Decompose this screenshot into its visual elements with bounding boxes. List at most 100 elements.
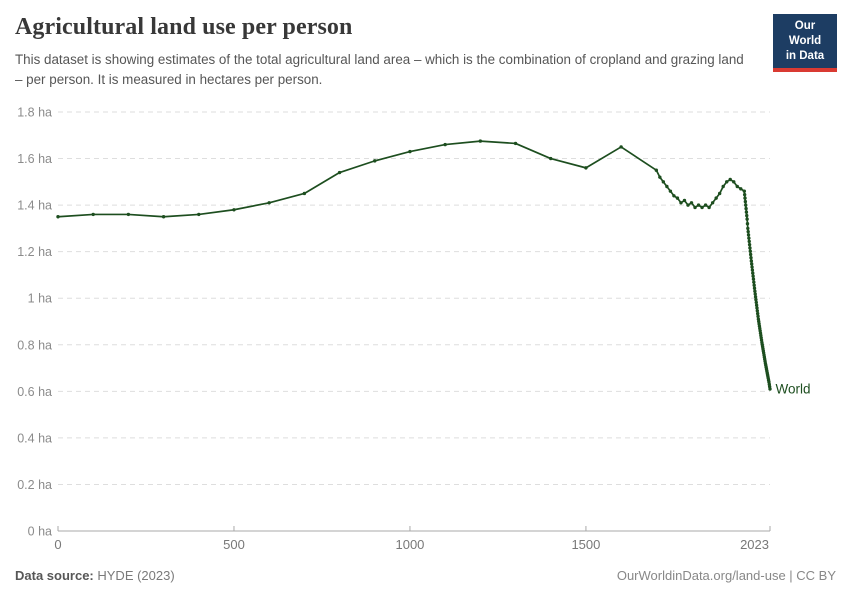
data-point — [665, 184, 669, 189]
series-end-label: World — [776, 382, 811, 397]
data-point — [549, 156, 553, 161]
data-point — [750, 262, 754, 266]
data-point — [661, 180, 666, 184]
data-point — [728, 177, 732, 182]
page-title: Agricultural land use per person — [15, 14, 353, 40]
data-point — [744, 210, 749, 214]
data-point — [302, 191, 307, 196]
x-axis-tick-label: 1500 — [571, 537, 600, 552]
data-point — [756, 314, 760, 319]
y-axis-tick-label: 1.8 ha — [17, 106, 52, 120]
data-point — [443, 142, 447, 147]
data-point — [753, 295, 758, 299]
data-point — [686, 203, 690, 207]
data-point — [752, 280, 756, 284]
x-axis-tick-label: 500 — [223, 537, 245, 552]
data-point — [746, 226, 750, 231]
data-point — [197, 212, 201, 217]
y-axis-tick-label: 1.6 ha — [17, 152, 52, 166]
y-axis-tick-label: 0.8 ha — [17, 338, 52, 352]
attribution-link[interactable]: OurWorldinData.org/land-use | CC BY — [616, 568, 836, 583]
data-point — [753, 289, 757, 293]
data-point — [91, 212, 95, 217]
data-point — [703, 203, 708, 207]
data-point — [668, 189, 673, 193]
data-point — [754, 303, 759, 307]
chart-subtitle: This dataset is showing estimates of the… — [15, 52, 744, 88]
data-point — [696, 203, 701, 207]
y-axis-tick-label: 0.4 ha — [17, 431, 52, 445]
data-point — [126, 212, 131, 217]
data-point — [739, 187, 743, 191]
data-point — [745, 222, 750, 226]
data-point — [754, 300, 758, 305]
data-point — [751, 271, 755, 275]
data-point — [752, 283, 756, 287]
data-point — [675, 196, 680, 200]
data-point — [752, 286, 757, 290]
data-point — [755, 311, 760, 316]
data-point — [689, 201, 694, 205]
data-point — [750, 268, 755, 272]
data-point — [743, 196, 747, 200]
data-point — [742, 189, 747, 193]
data-point — [707, 205, 711, 210]
data-point — [748, 249, 752, 253]
data-point — [747, 242, 752, 247]
data-point — [744, 203, 748, 207]
data-point — [714, 196, 718, 200]
data-point — [746, 233, 751, 237]
data-point — [672, 194, 676, 198]
data-point — [750, 265, 754, 269]
data-point — [161, 215, 166, 219]
data-point — [693, 205, 697, 210]
x-axis-tick-label: 0 — [54, 537, 61, 552]
y-axis-tick-label: 1.4 ha — [17, 199, 52, 213]
data-point — [747, 239, 751, 244]
data-point — [753, 292, 757, 296]
data-point — [373, 159, 377, 163]
owid-logo[interactable]: Our World in Data — [773, 14, 837, 72]
data-source-label: Data source: — [15, 568, 94, 583]
chart-footer: Data source: HYDE (2023) OurWorldinData.… — [15, 568, 836, 583]
x-axis-tick-label: 2023 — [740, 537, 769, 552]
data-point — [725, 180, 729, 184]
data-point — [654, 168, 659, 172]
data-point — [732, 180, 736, 184]
data-point — [755, 309, 760, 313]
data-point — [742, 192, 747, 197]
data-source: Data source: HYDE (2023) — [15, 568, 175, 583]
data-point — [745, 217, 749, 221]
data-point — [754, 297, 758, 302]
data-point — [232, 208, 236, 212]
data-point — [679, 201, 683, 205]
data-point — [717, 191, 722, 196]
data-point — [747, 236, 751, 240]
owid-logo-line1: Our World — [788, 20, 822, 47]
series-line-world — [57, 140, 771, 390]
y-axis-tick-label: 1.2 ha — [17, 245, 52, 259]
y-axis-tick-label: 0.2 ha — [17, 478, 52, 492]
data-point — [658, 175, 662, 179]
data-point — [337, 170, 342, 175]
data-point — [749, 256, 753, 260]
data-point — [748, 252, 753, 257]
chart-header: Agricultural land use per person This da… — [15, 14, 765, 90]
data-point — [682, 198, 687, 203]
x-axis-tick-label: 1000 — [395, 537, 424, 552]
data-point — [700, 205, 704, 210]
data-point — [768, 387, 772, 391]
data-point — [744, 206, 748, 211]
data-point — [743, 199, 748, 204]
data-point — [751, 277, 756, 281]
y-axis-tick-label: 1 ha — [28, 292, 52, 306]
data-point — [408, 149, 412, 154]
data-point — [745, 213, 749, 218]
data-point — [746, 229, 750, 234]
data-point — [748, 246, 752, 250]
owid-logo-line2: in Data — [785, 49, 825, 62]
data-point — [478, 139, 483, 143]
data-point — [751, 274, 755, 278]
